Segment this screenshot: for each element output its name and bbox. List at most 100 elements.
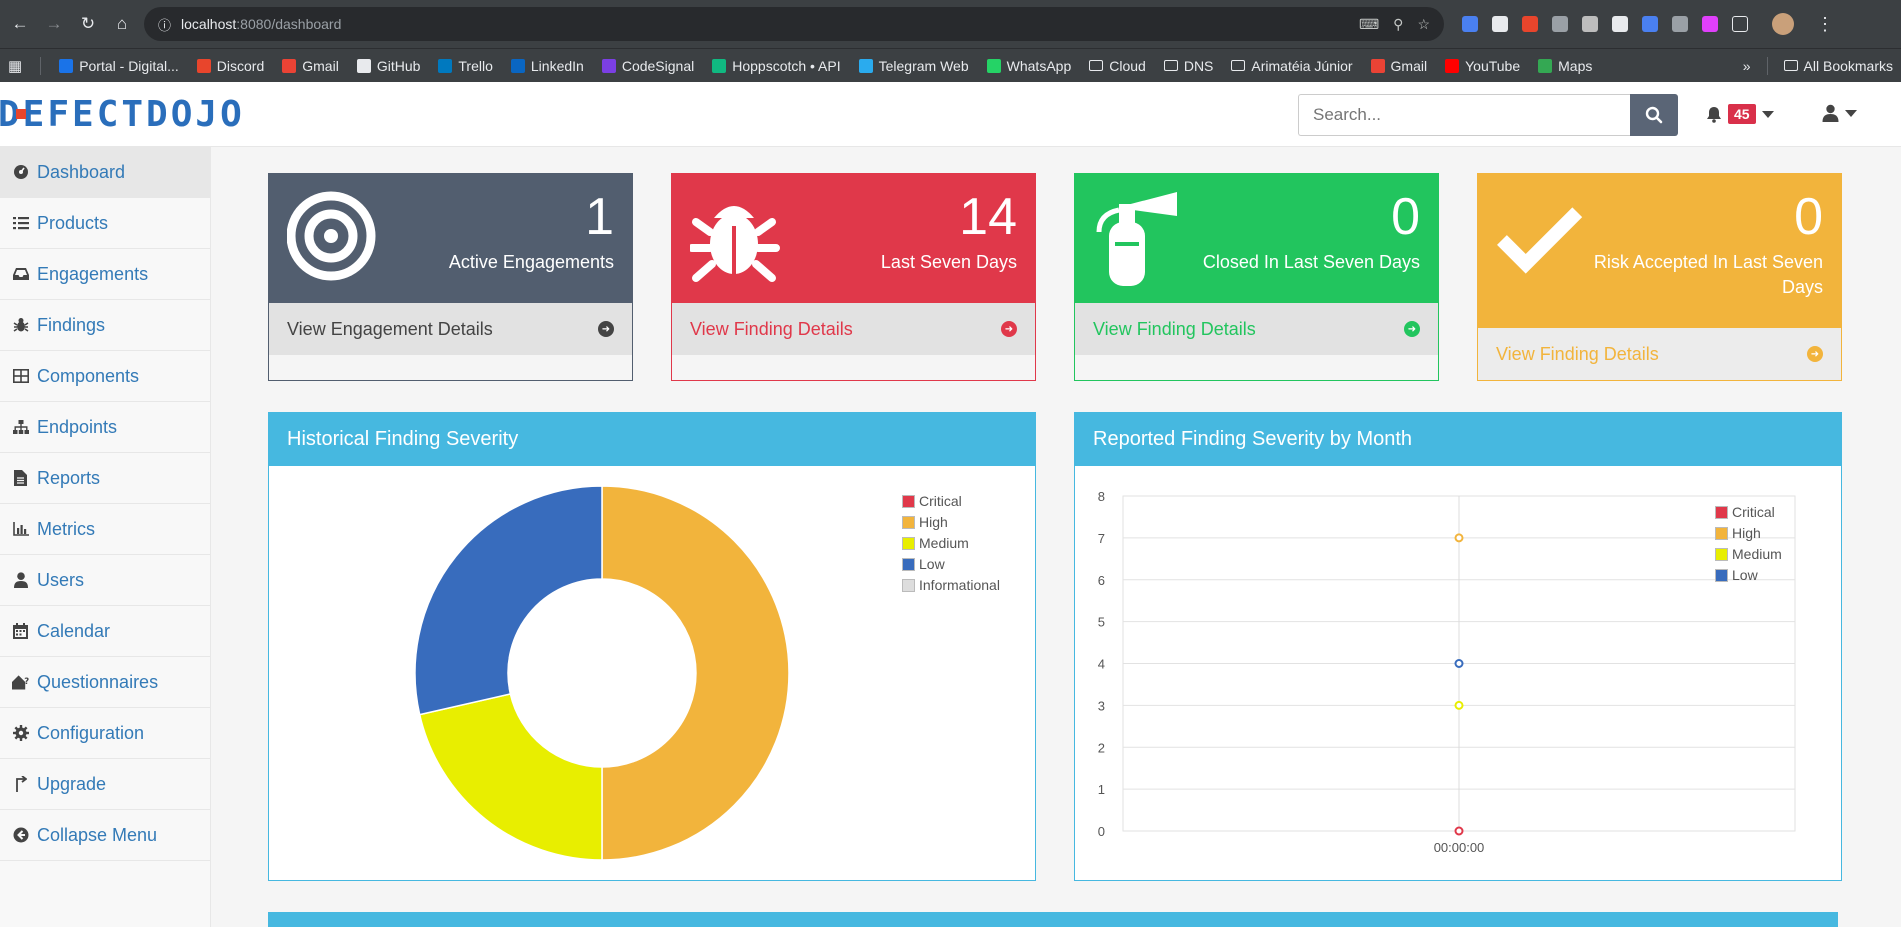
- legend-swatch: [1715, 527, 1728, 540]
- sidebar-item-endpoints[interactable]: Endpoints: [0, 402, 210, 453]
- donut-slice-high[interactable]: [601, 485, 790, 861]
- bookmark-item[interactable]: Discord: [196, 58, 264, 74]
- extension-icon[interactable]: [1552, 16, 1568, 32]
- sidebar-item-metrics[interactable]: Metrics: [0, 504, 210, 555]
- extension-icon[interactable]: [1462, 16, 1478, 32]
- legend-item[interactable]: Critical: [1715, 502, 1782, 523]
- star-icon[interactable]: ☆: [1417, 15, 1430, 32]
- data-point-critical[interactable]: [1454, 826, 1464, 836]
- last-seven-days-panel: 14 Last Seven Days View Finding Details …: [671, 173, 1036, 381]
- bookmark-folder[interactable]: Arimatéia Júnior: [1231, 58, 1353, 74]
- view-engagement-details-link[interactable]: View Engagement Details ➜: [269, 303, 632, 355]
- view-finding-details-link[interactable]: View Finding Details ➜: [1075, 303, 1438, 355]
- user-dropdown[interactable]: [1822, 104, 1857, 122]
- legend-item[interactable]: Informational: [902, 575, 1000, 596]
- forward-arrow-icon[interactable]: →: [45, 14, 63, 33]
- site-info-icon[interactable]: ⓘ: [158, 17, 172, 33]
- logo-dot: [16, 109, 26, 119]
- bookmark-item[interactable]: YouTube: [1445, 58, 1520, 74]
- legend-item[interactable]: Low: [1715, 565, 1782, 586]
- legend-label: High: [919, 514, 948, 530]
- bookmark-item[interactable]: GitHub: [356, 58, 420, 74]
- extension-icon[interactable]: [1702, 16, 1718, 32]
- legend-item[interactable]: Medium: [1715, 544, 1782, 565]
- sidebar-item-collapse-menu[interactable]: Collapse Menu: [0, 810, 210, 861]
- profile-avatar[interactable]: [1772, 13, 1794, 35]
- bookmark-favicon-icon: [986, 58, 1001, 73]
- scatter-legend: Critical High Medium Low: [1715, 502, 1782, 586]
- sidebar-item-questionnaires[interactable]: ? Questionnaires: [0, 657, 210, 708]
- bookmark-item[interactable]: LinkedIn: [510, 58, 584, 74]
- donut-slice-medium[interactable]: [418, 693, 603, 861]
- bookmark-item[interactable]: Telegram Web: [858, 58, 969, 74]
- notifications-dropdown[interactable]: 45: [1706, 104, 1774, 124]
- address-bar[interactable]: ⓘ localhost:8080/dashboard ⌨ ⚲ ☆: [144, 7, 1444, 41]
- extension-icon[interactable]: [1522, 16, 1538, 32]
- bookmark-label: Gmail: [1390, 57, 1428, 74]
- historical-severity-donut-chart: [414, 485, 790, 861]
- menu-dots-icon[interactable]: ⋮: [1816, 13, 1834, 34]
- extension-icon[interactable]: [1612, 16, 1628, 32]
- sidebar-item-products[interactable]: Products: [0, 198, 210, 249]
- home-icon[interactable]: ⌂: [116, 14, 128, 33]
- apps-grid-icon[interactable]: ▦: [8, 57, 23, 75]
- bookmark-item[interactable]: Gmail: [1370, 57, 1428, 74]
- sidebar-item-label: Metrics: [37, 518, 95, 539]
- legend-item[interactable]: Critical: [902, 491, 1000, 512]
- view-finding-details-link[interactable]: View Finding Details ➜: [1478, 328, 1841, 380]
- reload-icon[interactable]: ↻: [80, 14, 96, 33]
- view-finding-details-link[interactable]: View Finding Details ➜: [672, 303, 1035, 355]
- translate-icon[interactable]: ⌨: [1358, 15, 1380, 32]
- sidebar-item-upgrade[interactable]: Upgrade: [0, 759, 210, 810]
- calendar-icon: [12, 623, 29, 640]
- search-button[interactable]: [1630, 94, 1678, 136]
- legend-item[interactable]: High: [902, 512, 1000, 533]
- bookmark-item[interactable]: Trello: [438, 58, 493, 74]
- bookmark-item[interactable]: Portal - Digital...: [59, 58, 179, 74]
- extension-icon[interactable]: [1642, 16, 1658, 32]
- bookmark-item[interactable]: Maps: [1538, 58, 1592, 74]
- bookmark-item[interactable]: Hoppscotch • API: [712, 58, 841, 74]
- arrow-circle-right-icon: ➜: [1404, 321, 1420, 337]
- more-bookmarks-button[interactable]: »: [1742, 57, 1751, 74]
- sidebar-item-configuration[interactable]: Configuration: [0, 708, 210, 759]
- all-bookmarks-label: All Bookmarks: [1803, 57, 1893, 74]
- sidebar-item-engagements[interactable]: Engagements: [0, 249, 210, 300]
- extension-icon[interactable]: [1672, 16, 1688, 32]
- bookmark-item[interactable]: Gmail: [282, 58, 339, 74]
- data-point-high[interactable]: [1454, 533, 1464, 543]
- bookmark-item[interactable]: WhatsApp: [986, 58, 1071, 74]
- sidebar-item-reports[interactable]: Reports: [0, 453, 210, 504]
- sidebar-item-findings[interactable]: Findings: [0, 300, 210, 351]
- bookmark-folder[interactable]: Cloud: [1089, 58, 1146, 74]
- search-form: [1298, 94, 1678, 136]
- legend-item[interactable]: High: [1715, 523, 1782, 544]
- bookmark-item[interactable]: CodeSignal: [601, 58, 694, 74]
- bookmark-folder[interactable]: DNS: [1163, 58, 1213, 74]
- donut-slice-low[interactable]: [414, 485, 603, 716]
- notification-count-badge: 45: [1728, 104, 1756, 124]
- sidebar-item-users[interactable]: Users: [0, 555, 210, 606]
- sidebar-item-components[interactable]: Components: [0, 351, 210, 402]
- risk-accepted-count: 0: [1794, 188, 1823, 246]
- puzzle-icon[interactable]: [1732, 16, 1748, 32]
- zoom-icon[interactable]: ⚲: [1393, 15, 1404, 32]
- data-point-medium[interactable]: [1454, 700, 1464, 710]
- extension-icon[interactable]: [1492, 16, 1508, 32]
- collapse-icon: [12, 827, 29, 844]
- legend-item[interactable]: Medium: [902, 533, 1000, 554]
- search-input[interactable]: [1298, 94, 1630, 136]
- panel-title: Historical Finding Severity: [269, 413, 1035, 466]
- risk-accepted-panel: 0 Risk Accepted In Last Seven Days View …: [1477, 173, 1842, 381]
- defectdojo-logo[interactable]: DEFECTDOJO: [0, 94, 245, 135]
- data-point-low[interactable]: [1454, 659, 1464, 668]
- app-navbar: DEFECTDOJO 45: [0, 82, 1901, 147]
- extension-icon[interactable]: [1582, 16, 1598, 32]
- legend-swatch: [902, 495, 915, 508]
- sidebar-item-dashboard[interactable]: Dashboard: [0, 147, 210, 198]
- legend-item[interactable]: Low: [902, 554, 1000, 575]
- back-arrow-icon[interactable]: ←: [11, 14, 29, 33]
- sidebar-item-calendar[interactable]: Calendar: [0, 606, 210, 657]
- all-bookmarks-button[interactable]: All Bookmarks: [1783, 57, 1893, 74]
- panel-link-label: View Engagement Details: [287, 318, 493, 339]
